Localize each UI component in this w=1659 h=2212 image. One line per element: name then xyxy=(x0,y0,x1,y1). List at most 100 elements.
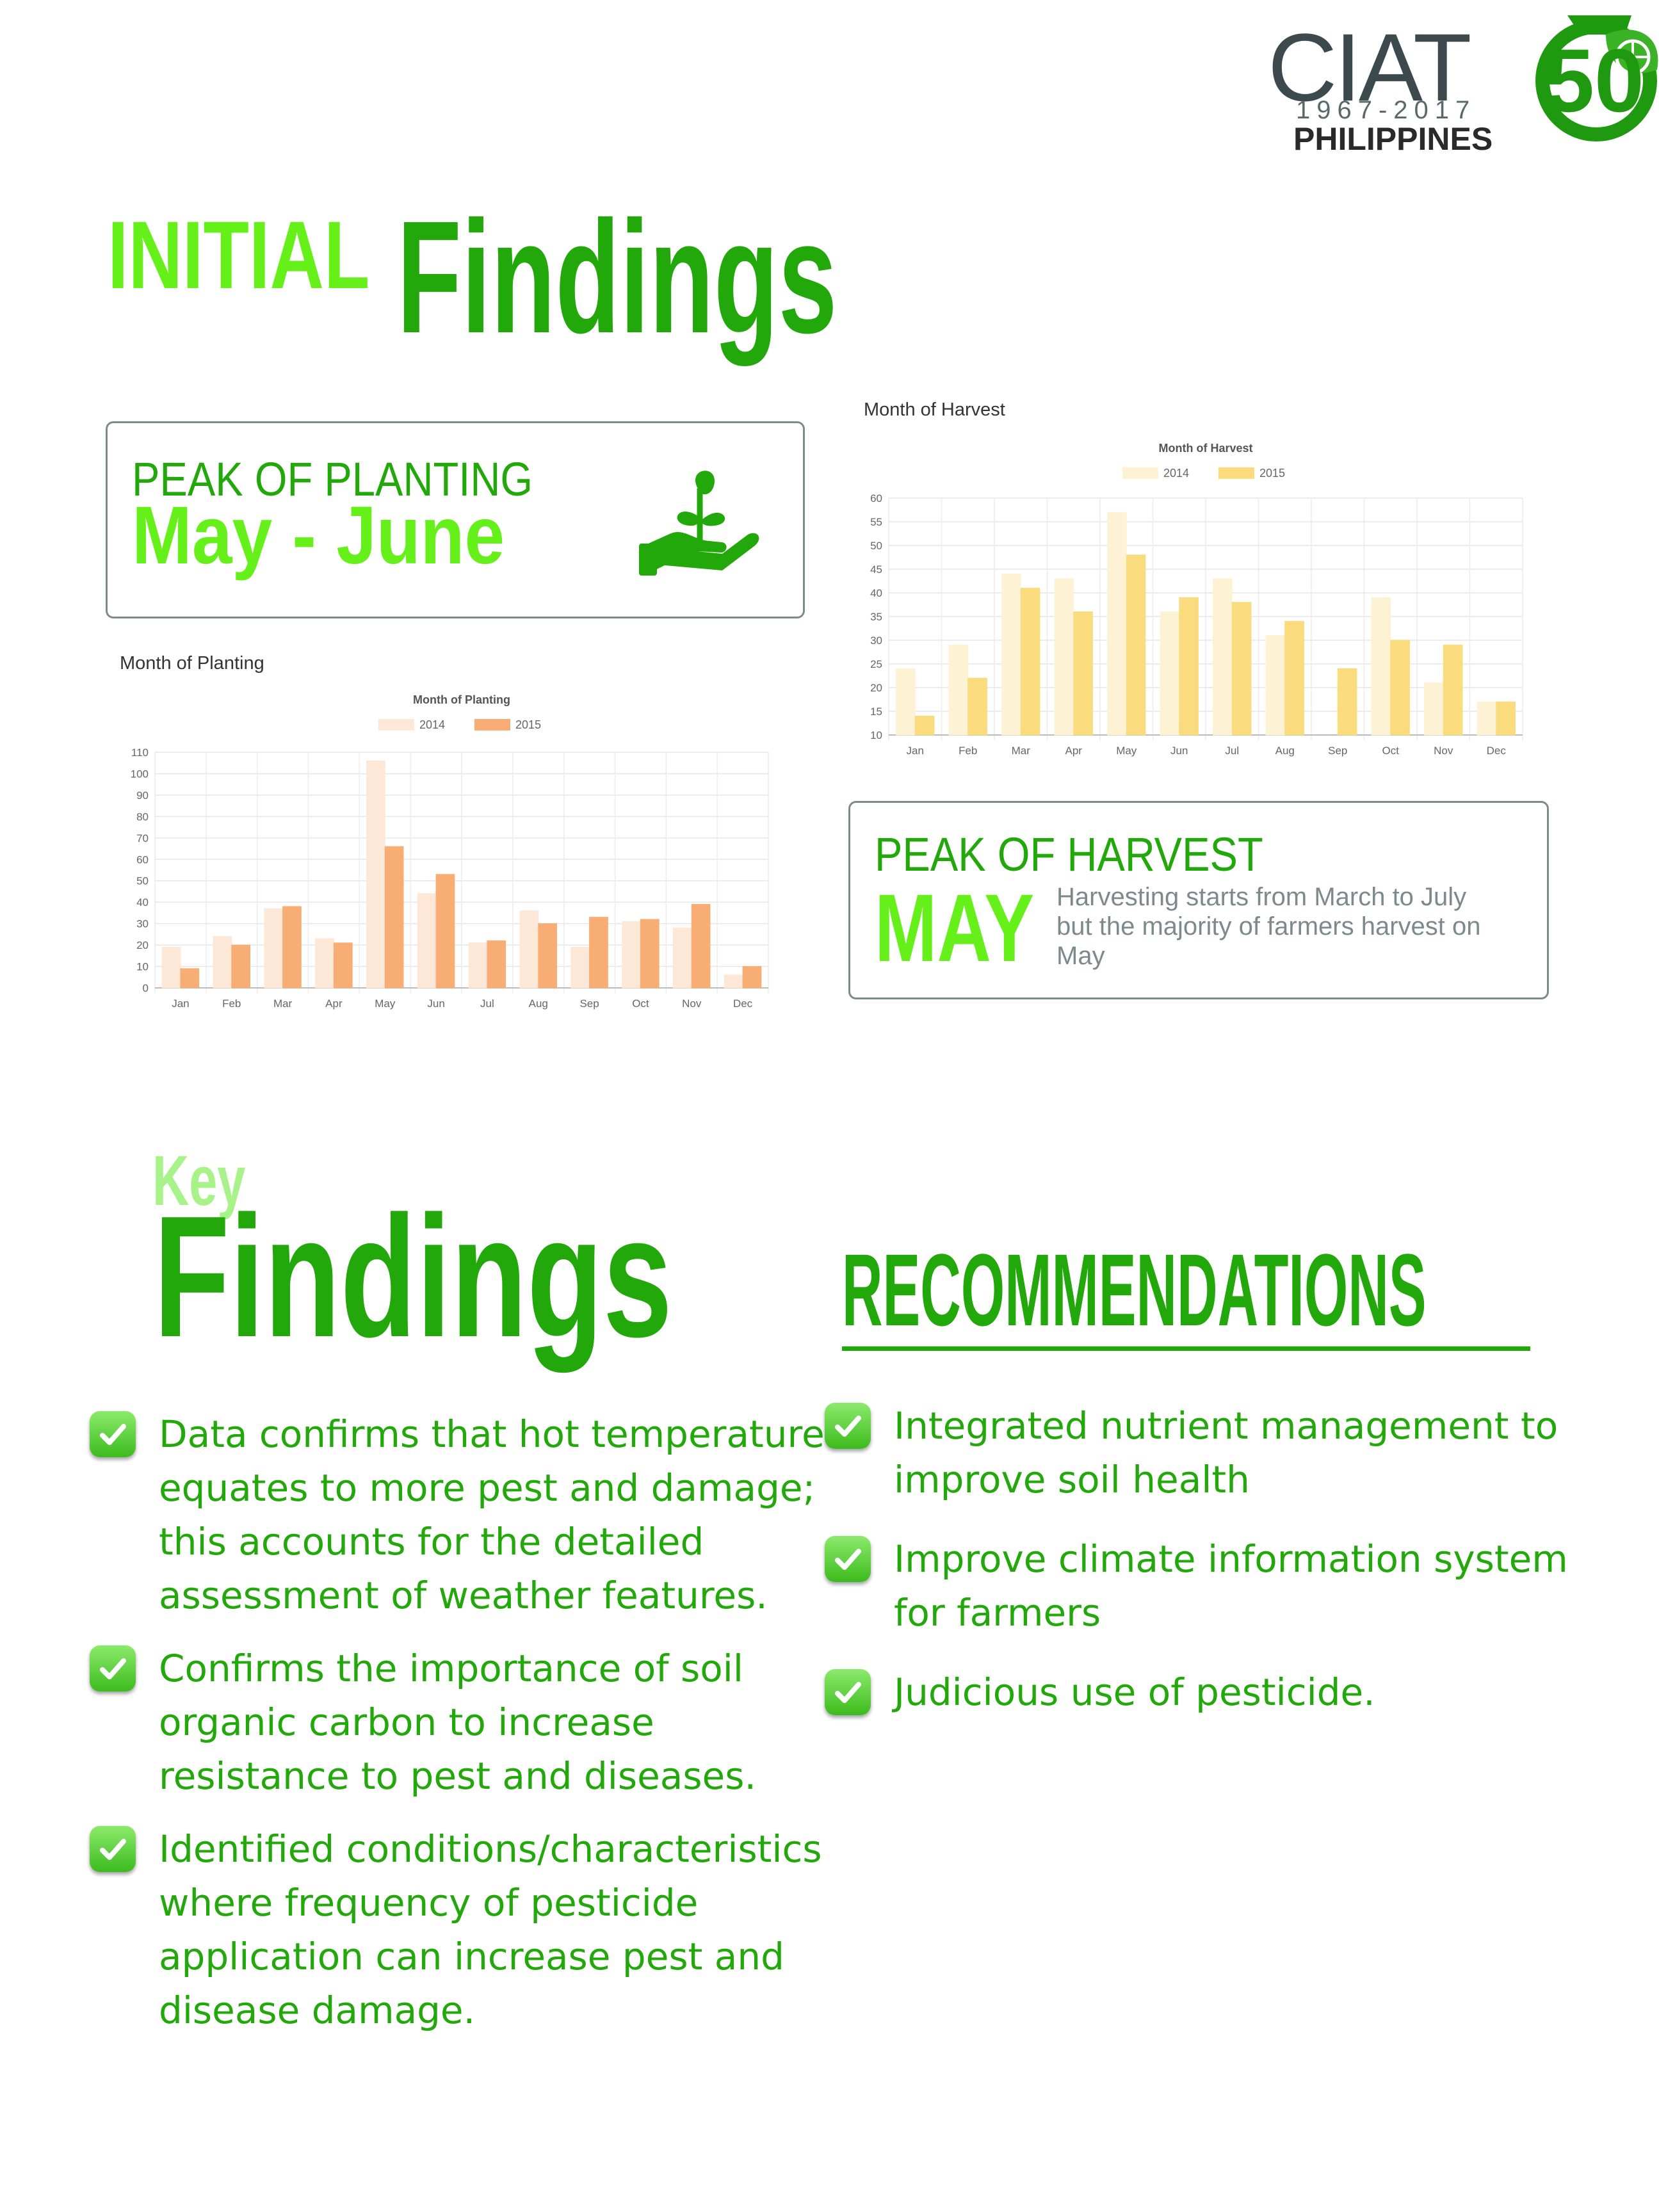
legend-swatch-2014 xyxy=(378,719,414,731)
bar-2014-Nov xyxy=(1424,682,1444,736)
checkmark-icon xyxy=(825,1669,871,1715)
legend-label-2015: 2015 xyxy=(515,718,541,731)
bar-2014-Apr xyxy=(1054,578,1074,736)
planting-peak-label: PEAK OF PLANTING xyxy=(132,453,533,506)
y-tick-label: 20 xyxy=(870,682,882,694)
logo-years: 1967-2017 xyxy=(1296,96,1477,124)
bar-2015-May xyxy=(384,846,404,989)
x-tick-label: Jan xyxy=(172,997,189,1010)
x-tick-label: May xyxy=(1116,745,1137,757)
bar-2014-Feb xyxy=(213,936,232,989)
bar-2014-Apr xyxy=(315,938,334,989)
y-tick-label: 110 xyxy=(131,747,149,759)
bar-2014-Jun xyxy=(417,893,437,989)
bar-2014-Mar xyxy=(264,908,284,989)
key-findings-title: Findings xyxy=(154,1181,672,1373)
legend-label-2015: 2015 xyxy=(1259,467,1285,480)
y-tick-label: 55 xyxy=(870,516,882,528)
bar-2015-Jan xyxy=(180,968,200,989)
bar-2015-Jun xyxy=(435,874,455,989)
recommendation-text: Judicious use of pesticide. xyxy=(894,1670,1375,1714)
x-tick-label: Aug xyxy=(529,997,548,1010)
bar-2014-Aug xyxy=(1265,635,1286,736)
bar-2015-Feb xyxy=(231,944,250,989)
bar-2015-Apr xyxy=(333,942,353,989)
logo-brand: CIAT xyxy=(1268,13,1472,121)
recommendation-text: Integrated nutrient management to improv… xyxy=(894,1404,1558,1501)
bar-2014-Aug xyxy=(519,910,539,989)
y-tick-label: 30 xyxy=(870,634,882,647)
bar-2015-Dec xyxy=(742,966,762,989)
harvest-note: Harvesting starts from March to July but… xyxy=(1056,883,1481,970)
y-tick-label: 60 xyxy=(136,853,149,866)
bar-2015-Aug xyxy=(1284,620,1304,736)
list-item: Improve climate information system for f… xyxy=(825,1532,1612,1640)
checkmark-icon xyxy=(90,1826,136,1872)
x-tick-label: Oct xyxy=(1382,745,1400,757)
bar-2014-Oct xyxy=(622,921,641,989)
list-item: Identified conditions/characteristics wh… xyxy=(90,1822,826,2037)
y-tick-label: 30 xyxy=(136,918,149,930)
planting-chart-caption: Month of Planting xyxy=(120,653,264,674)
bar-2015-Jan xyxy=(914,715,935,736)
ciat-logo: CIAT 50 1967-2017 PHILIPPINES xyxy=(1268,13,1658,160)
y-tick-label: 25 xyxy=(870,658,882,670)
checkmark-icon xyxy=(825,1536,871,1582)
recommendations-title: RECOMMENDATIONS xyxy=(842,1232,1427,1347)
harvest-chart-caption: Month of Harvest xyxy=(864,400,1005,420)
x-tick-label: Jun xyxy=(427,997,444,1010)
harvest-peak-label: PEAK OF HARVEST xyxy=(875,828,1263,881)
bar-2014-Jul xyxy=(468,942,488,989)
x-tick-label: May xyxy=(375,997,396,1010)
bar-2015-Dec xyxy=(1496,701,1516,736)
y-tick-label: 50 xyxy=(136,875,149,887)
list-item: Confirms the importance of soil organic … xyxy=(90,1642,826,1803)
x-tick-label: Apr xyxy=(1065,745,1083,757)
bar-2015-Sep xyxy=(589,917,608,989)
y-tick-label: 15 xyxy=(870,706,882,718)
initial-label: INITIAL xyxy=(108,201,370,309)
plant-in-hand-icon xyxy=(639,471,759,576)
planting-chart: Month of Planting 2014 2015 0 10 20 30 40 50 60 70… xyxy=(131,693,769,1010)
x-tick-label: Dec xyxy=(733,997,753,1010)
x-tick-label: Oct xyxy=(632,997,649,1010)
bar-2015-Jun xyxy=(1179,597,1199,736)
key-label: Key xyxy=(152,1142,246,1220)
bar-2015-Mar xyxy=(282,906,302,989)
x-tick-label: Sep xyxy=(1328,745,1347,757)
logo-fifty-graphic: 50 xyxy=(1535,15,1658,141)
bar-2014-Jan xyxy=(161,946,181,989)
bar-2014-Feb xyxy=(948,644,969,736)
legend-label-2014: 2014 xyxy=(1163,467,1189,480)
legend-swatch-2015 xyxy=(1218,467,1254,479)
y-tick-label: 45 xyxy=(870,563,882,576)
finding-text: Identified conditions/characteristics wh… xyxy=(159,1827,822,2032)
y-tick-label: 80 xyxy=(136,811,149,823)
x-tick-label: Feb xyxy=(222,997,241,1010)
bar-2015-Feb xyxy=(967,677,987,736)
x-tick-label: Dec xyxy=(1487,745,1507,757)
x-tick-label: Sep xyxy=(579,997,599,1010)
x-tick-label: Aug xyxy=(1275,745,1295,757)
y-tick-label: 10 xyxy=(870,729,882,741)
bar-2014-Jun xyxy=(1160,611,1180,736)
y-tick-label: 60 xyxy=(870,492,882,505)
bar-2014-Jul xyxy=(1213,578,1233,736)
y-tick-label: 40 xyxy=(136,896,149,908)
y-tick-label: 90 xyxy=(136,789,149,802)
finding-text: Data confirms that hot temperature equat… xyxy=(159,1412,825,1617)
bar-2014-Dec xyxy=(724,974,743,989)
y-tick-label: 100 xyxy=(131,768,149,780)
bar-2015-Aug xyxy=(538,923,557,989)
x-tick-label: Apr xyxy=(325,997,343,1010)
legend-label-2014: 2014 xyxy=(419,718,445,731)
bar-2014-Mar xyxy=(1001,573,1021,736)
bar-2015-Nov xyxy=(691,904,711,989)
x-tick-label: Jun xyxy=(1170,745,1188,757)
legend-swatch-2014 xyxy=(1122,467,1158,479)
bar-2014-May xyxy=(366,760,385,989)
planting-peak-value: May - June xyxy=(132,490,505,581)
list-item: Data confirms that hot temperature equat… xyxy=(90,1407,826,1622)
bar-2015-Jul xyxy=(1231,602,1252,736)
y-tick-label: 10 xyxy=(136,961,149,973)
